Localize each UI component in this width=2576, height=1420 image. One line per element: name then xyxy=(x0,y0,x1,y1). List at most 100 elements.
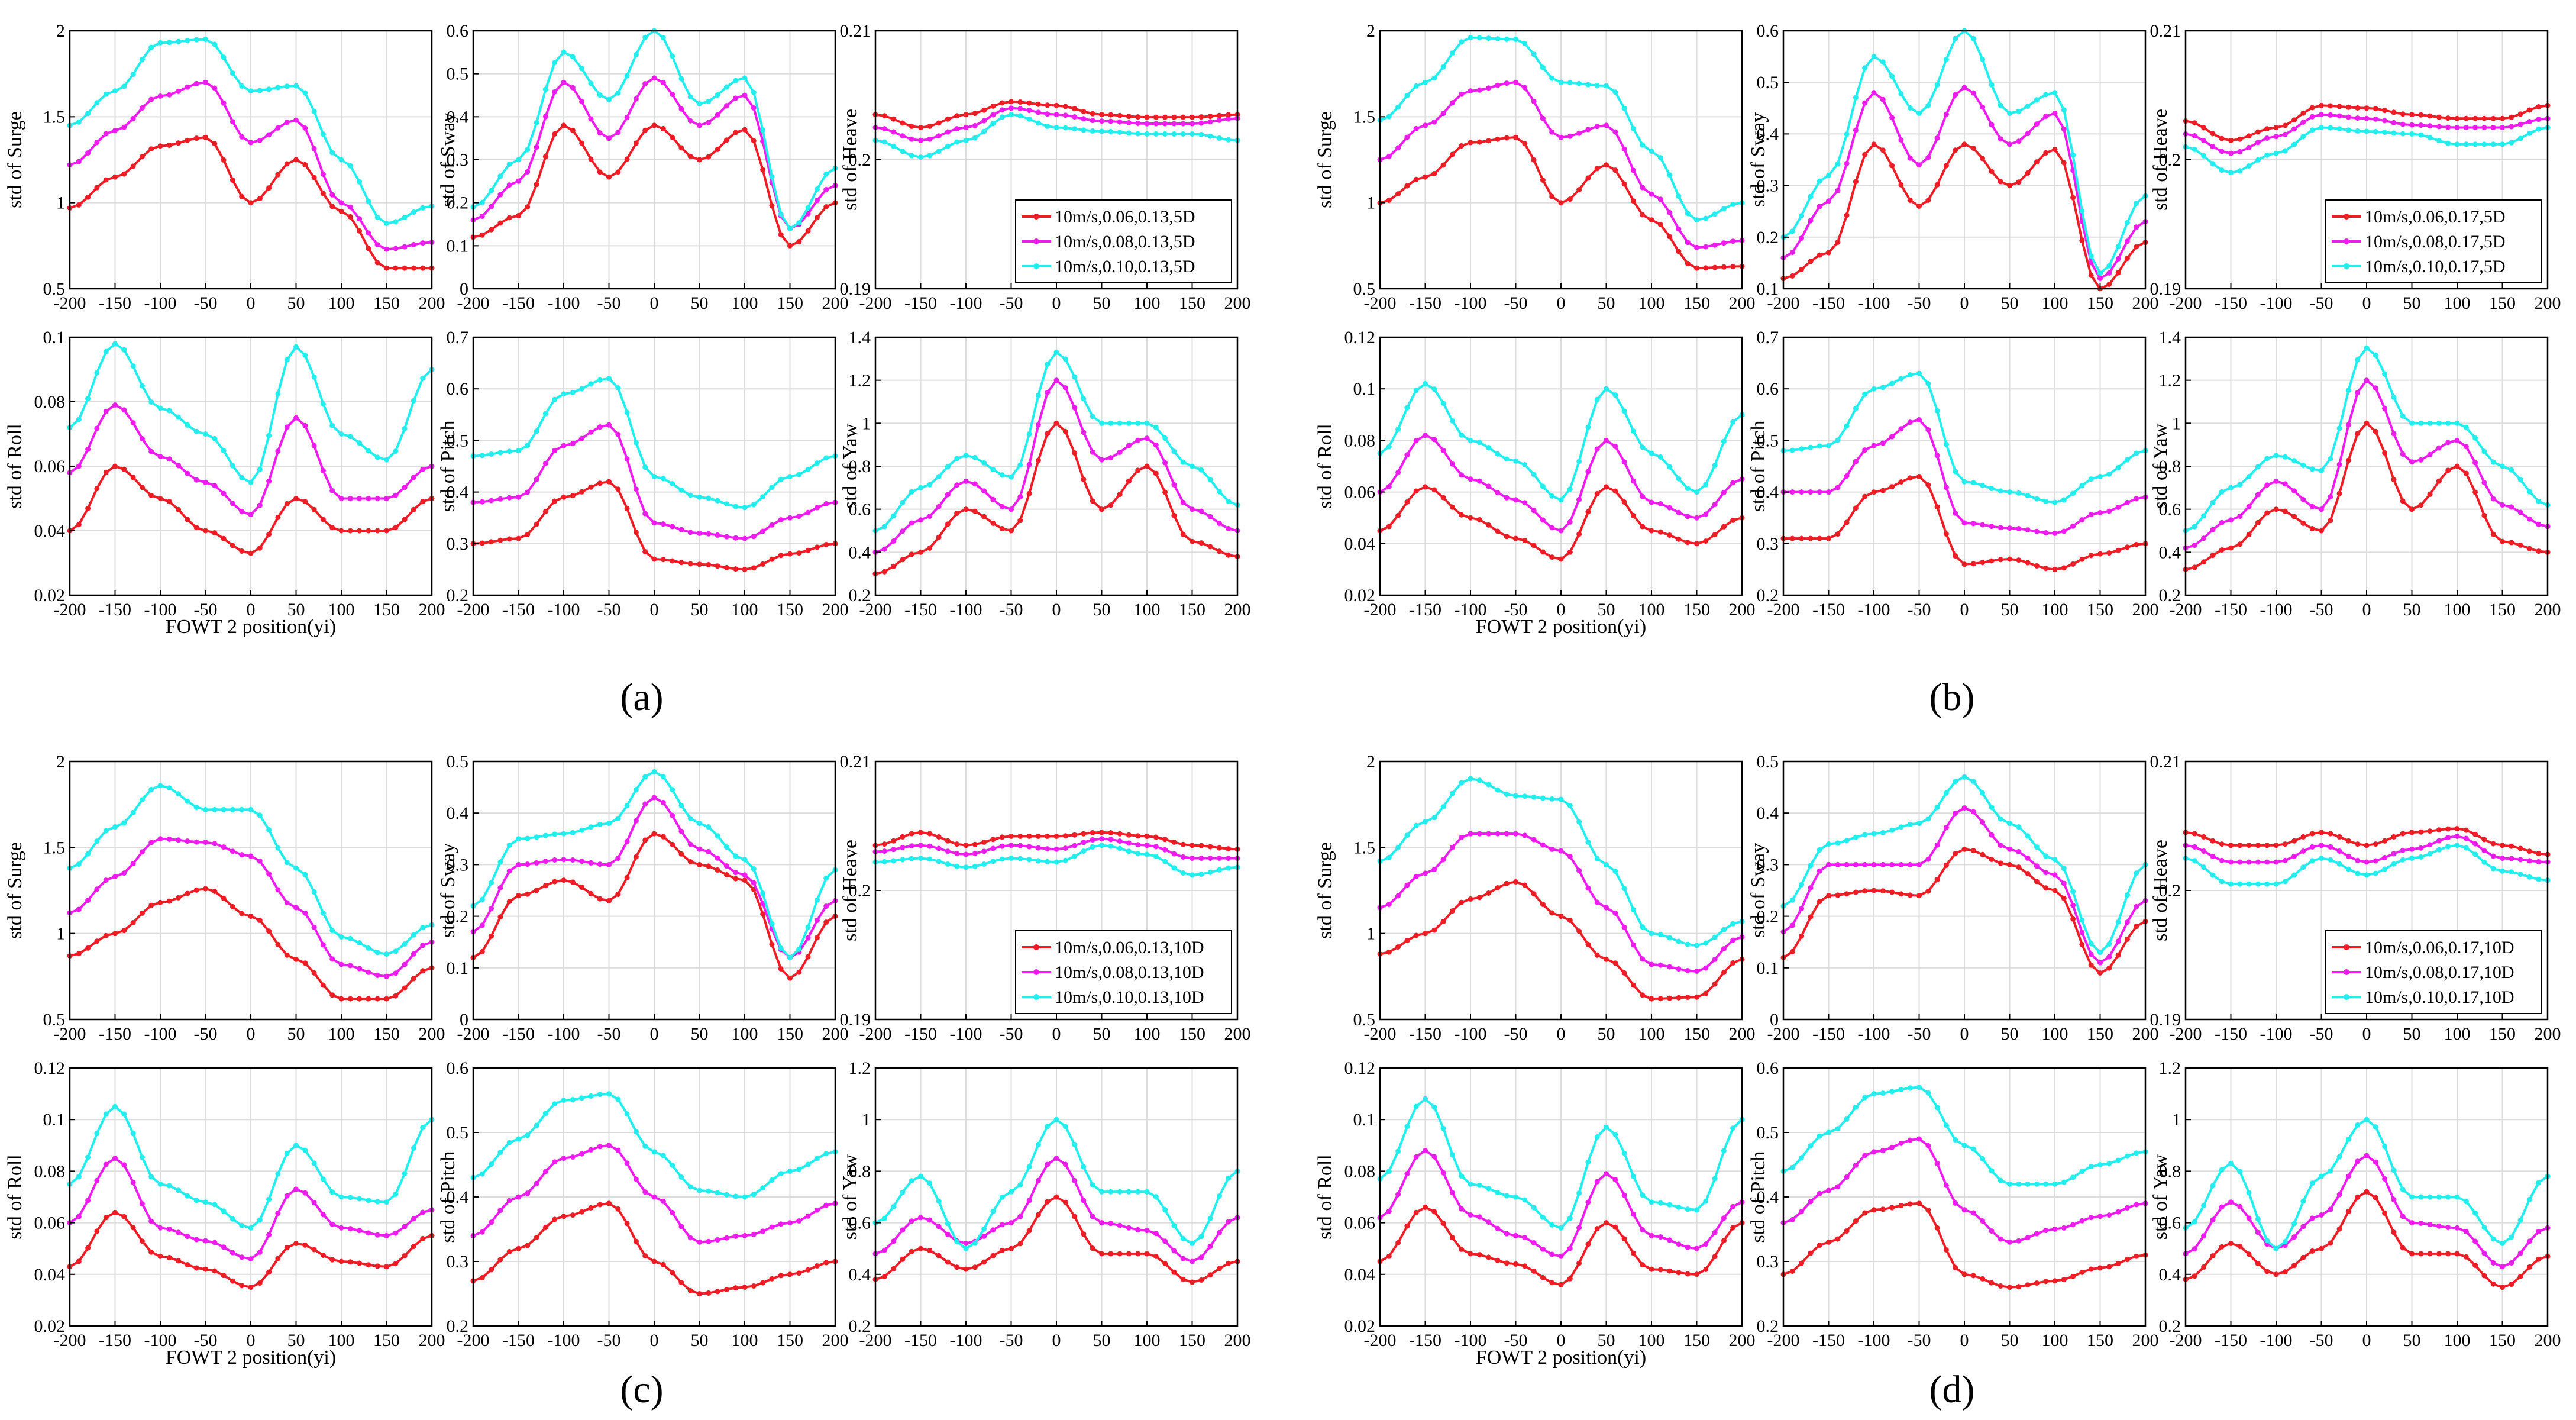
series-3-point xyxy=(1476,1182,1482,1188)
series-3-point xyxy=(357,179,363,185)
series-2-point xyxy=(697,122,702,128)
series-3-point xyxy=(1153,853,1159,859)
series-3-point xyxy=(1072,126,1078,132)
series-1-point xyxy=(769,1276,775,1282)
series-1-point xyxy=(1594,1226,1600,1232)
series-2-point xyxy=(999,107,1005,113)
x-tick-label: 150 xyxy=(777,1024,803,1044)
series-3-point xyxy=(2255,464,2261,470)
y-tick-label: 0.19 xyxy=(2150,1010,2181,1030)
series-2-point xyxy=(2134,903,2139,909)
series-1-point xyxy=(2536,104,2542,109)
series-2-point xyxy=(411,951,416,957)
series-1-point xyxy=(489,227,494,233)
series-1-point xyxy=(221,535,227,541)
series-1-point xyxy=(1657,996,1663,1002)
series-1-point xyxy=(2124,1257,2130,1263)
series-1-point xyxy=(1898,479,1904,485)
subplot-std-of-roll: -200 -150 -100 -50 0 50 100 150 2000.020.040.060… xyxy=(4,1058,445,1369)
legend-entry: 10m/s,0.06,0.13,10D xyxy=(1055,938,1204,957)
series-1-point xyxy=(2246,1251,2252,1257)
series-2-point xyxy=(814,918,820,924)
series-2-point xyxy=(2192,1246,2197,1252)
series-2-point xyxy=(302,1190,308,1196)
series-2-point xyxy=(516,1194,521,1200)
series-2-point xyxy=(1198,856,1204,861)
series-2-point xyxy=(542,114,548,120)
x-tick-label: 0 xyxy=(650,1331,659,1350)
series-3-point xyxy=(384,951,389,957)
subplot-std-of-sway: -200 -150 -100 -50 0 50 100 150 20000.10.20.30.4… xyxy=(437,752,849,1044)
series-3-point xyxy=(374,1199,380,1205)
series-2-point xyxy=(2070,523,2076,529)
series-1-point xyxy=(1459,1246,1465,1252)
series-1-point xyxy=(1649,528,1654,534)
series-2-point xyxy=(1081,116,1087,122)
series-2-point xyxy=(176,88,182,94)
series-3-point xyxy=(157,783,163,789)
series-1-point xyxy=(2115,1260,2121,1266)
series-1-point xyxy=(357,528,363,534)
series-3-point xyxy=(2427,1194,2433,1200)
series-2-point xyxy=(1026,108,1032,114)
series-2-point xyxy=(1789,250,1795,255)
series-1-point xyxy=(2052,147,2058,153)
series-2-point xyxy=(579,99,585,105)
series-3-point xyxy=(1531,1205,1537,1211)
series-3-point xyxy=(2345,866,2351,872)
series-1-point xyxy=(805,954,811,960)
series-2-point xyxy=(1081,1198,1087,1203)
series-3-point xyxy=(823,171,829,177)
series-2-point xyxy=(203,79,208,85)
series-1-point xyxy=(999,834,1005,840)
x-tick-label: 50 xyxy=(2001,600,2019,619)
series-1-point xyxy=(1853,179,1859,185)
series-1-point xyxy=(1880,888,1886,894)
series-3-point xyxy=(2472,435,2478,441)
series-2-point xyxy=(2034,1231,2040,1237)
series-2-point xyxy=(2373,1159,2378,1165)
series-1-point xyxy=(963,112,969,118)
series-2-point xyxy=(1970,90,1976,96)
series-2-point xyxy=(1980,104,1986,110)
series-1-point xyxy=(212,141,218,147)
series-1-point xyxy=(1045,833,1051,839)
legend-marker xyxy=(1033,944,1039,950)
series-1-point xyxy=(561,1214,567,1219)
series-3-point xyxy=(687,815,693,821)
series-3-point xyxy=(2291,1221,2297,1227)
series-1-point xyxy=(588,1205,594,1211)
x-tick-label: 0 xyxy=(1052,600,1061,619)
series-3-point xyxy=(733,853,739,859)
series-1-point xyxy=(615,892,621,898)
series-1-point xyxy=(1549,193,1555,199)
series-3-point xyxy=(2436,847,2442,853)
series-3-point xyxy=(2472,851,2478,857)
series-3-point xyxy=(1558,796,1564,802)
series-1-point xyxy=(1844,891,1850,897)
series-3-point xyxy=(221,1208,227,1214)
series-2-point xyxy=(338,1225,344,1231)
series-2-point xyxy=(302,125,308,131)
series-3-point xyxy=(230,463,235,469)
series-2-point xyxy=(1694,1245,1699,1251)
series-1-point xyxy=(954,841,960,847)
series-1-point xyxy=(311,970,317,976)
series-2-point xyxy=(624,838,630,844)
series-3-point xyxy=(411,209,416,215)
series-1-point xyxy=(257,196,263,202)
series-3-point xyxy=(2517,872,2523,877)
series-1-point xyxy=(402,1253,408,1259)
series-2-point xyxy=(1871,1149,1877,1155)
series-2-point xyxy=(2328,112,2333,118)
series-2-point xyxy=(723,1235,729,1241)
series-3-point xyxy=(2355,128,2361,134)
series-2-point xyxy=(1035,1177,1041,1183)
y-axis-label: std of Pitch xyxy=(437,1151,459,1243)
x-tick-label: -200 xyxy=(457,1024,490,1044)
series-2-point xyxy=(1640,1227,1646,1232)
series-3-point xyxy=(525,835,531,841)
series-2-point xyxy=(2134,496,2139,502)
series-2-point xyxy=(1558,528,1564,534)
series-1-point xyxy=(2418,829,2424,835)
